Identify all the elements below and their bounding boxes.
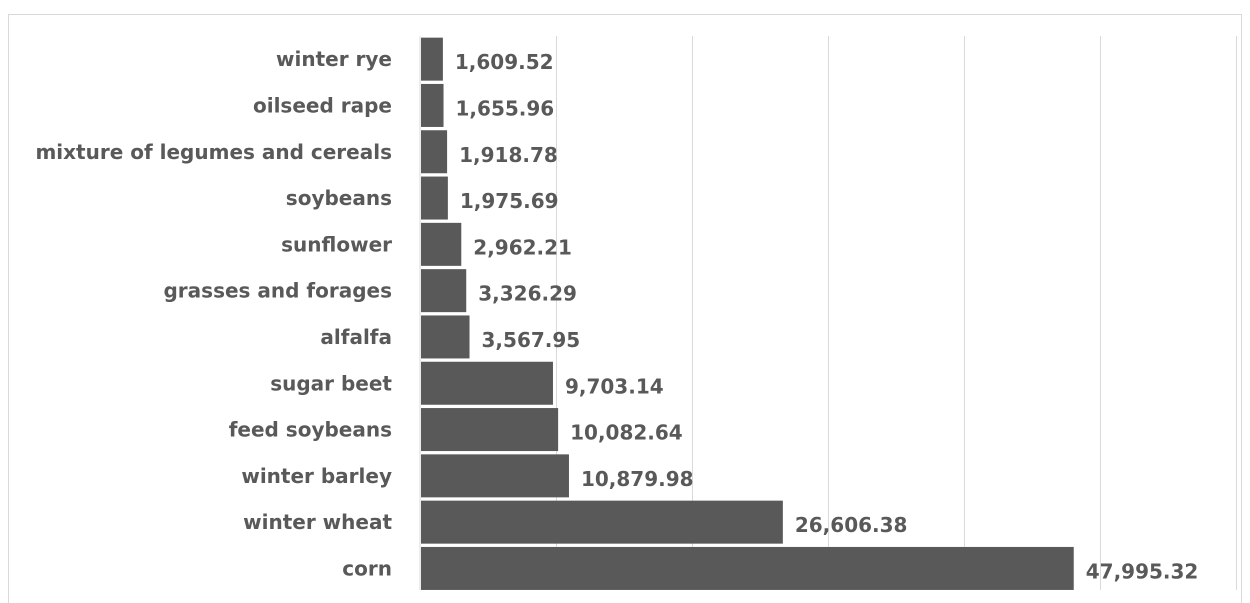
data-label: 3,326.29 bbox=[478, 282, 577, 306]
chart-frame bbox=[8, 14, 1242, 603]
bar bbox=[421, 454, 569, 498]
data-label: 26,606.38 bbox=[795, 513, 908, 537]
data-label: 1,609.52 bbox=[455, 50, 554, 74]
data-label: 1,975.69 bbox=[460, 189, 559, 213]
value-labels: 1,609.52 1,655.96 1,918.78 1,975.69 2,962.21… bbox=[455, 50, 1198, 583]
data-label: 2,962.21 bbox=[473, 235, 572, 259]
bar bbox=[421, 130, 448, 174]
category-label: alfalfa bbox=[320, 325, 392, 349]
data-label: 9,703.14 bbox=[565, 374, 664, 398]
category-label: winter wheat bbox=[243, 510, 392, 534]
bar bbox=[421, 546, 1074, 590]
category-label: soybeans bbox=[286, 186, 392, 210]
gridlines bbox=[419, 36, 1237, 590]
bar bbox=[421, 222, 462, 266]
bar bbox=[421, 83, 444, 127]
data-label: 10,082.64 bbox=[570, 421, 683, 445]
data-label: 1,918.78 bbox=[459, 143, 558, 167]
bars bbox=[421, 37, 1074, 590]
category-label: oilseed rape bbox=[253, 93, 392, 117]
category-label: corn bbox=[342, 556, 392, 580]
category-labels: winter rye oilseed rape mixture of legumes… bbox=[35, 47, 392, 580]
category-label: winter barley bbox=[241, 464, 392, 488]
bar bbox=[421, 500, 783, 544]
category-label: sunflower bbox=[281, 232, 392, 256]
bar bbox=[421, 361, 553, 405]
bar bbox=[421, 315, 470, 359]
category-label: grasses and forages bbox=[163, 279, 392, 303]
bar bbox=[421, 37, 443, 81]
category-label: feed soybeans bbox=[229, 418, 392, 442]
data-label: 47,995.32 bbox=[1086, 559, 1199, 583]
data-label: 3,567.95 bbox=[482, 328, 581, 352]
bar bbox=[421, 176, 448, 220]
data-label: 1,655.96 bbox=[456, 96, 555, 120]
category-label: winter rye bbox=[276, 47, 392, 71]
category-label: sugar beet bbox=[270, 371, 392, 395]
category-label: mixture of legumes and cereals bbox=[35, 140, 392, 164]
bar bbox=[421, 269, 467, 313]
data-label: 10,879.98 bbox=[581, 467, 694, 491]
bar bbox=[421, 408, 559, 452]
